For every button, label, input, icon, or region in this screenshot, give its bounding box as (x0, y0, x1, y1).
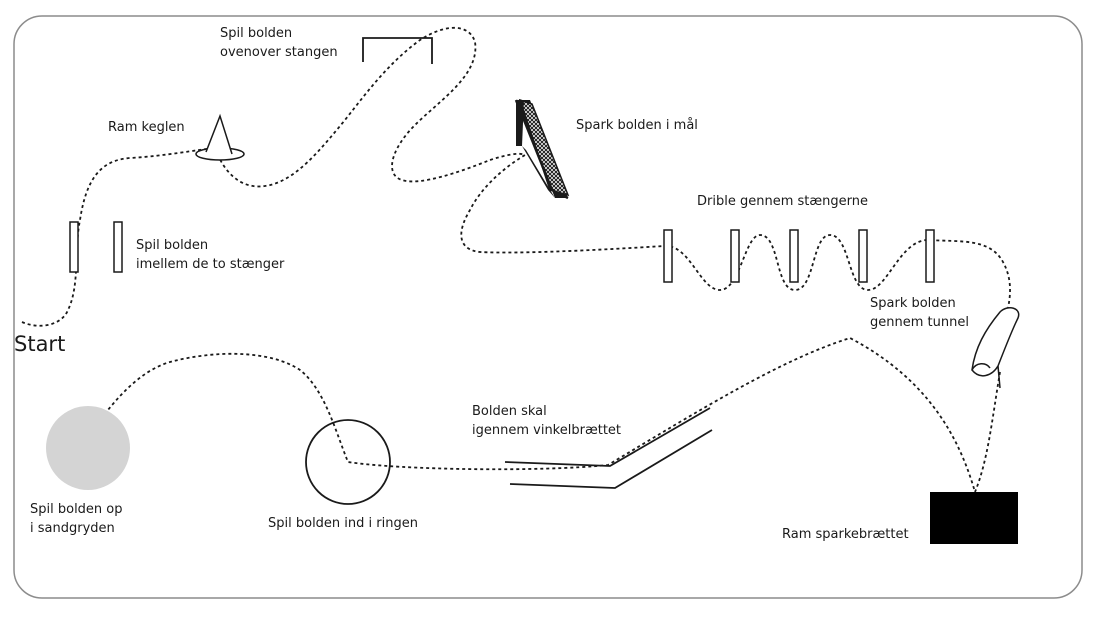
label-dribble: Drible gennem stængerne (697, 194, 868, 209)
goal-net-icon (514, 98, 570, 200)
dribble-poles (663, 229, 935, 283)
kickboard (930, 492, 1018, 544)
label-angle-board-line2: igennem vinkelbrættet (472, 423, 622, 438)
label-goal: Spark bolden i mål (576, 118, 698, 133)
crossbar-hurdle (362, 37, 433, 64)
label-over-bar: Spil bolden ovenover stangen (220, 24, 338, 62)
label-over-bar-line1: Spil bolden (220, 26, 293, 41)
label-two-poles: Spil bolden imellem de to stænger (136, 236, 284, 274)
angle-board (504, 407, 713, 489)
label-kickboard: Ram sparkebrættet (782, 527, 909, 542)
ring-target (305, 419, 391, 505)
label-two-poles-line1: Spil bolden (136, 238, 209, 253)
cone-icon (195, 113, 245, 161)
label-angle-board: Bolden skal igennem vinkelbrættet (472, 402, 621, 440)
pole-right (113, 221, 123, 273)
course-frame (13, 15, 1083, 599)
label-sandpit-line2: i sandgryden (30, 521, 115, 536)
label-two-poles-line2: imellem de to stænger (136, 257, 285, 272)
label-cone: Ram keglen (108, 120, 185, 135)
start-label: Start (14, 332, 66, 356)
label-tunnel: Spark bolden gennem tunnel (870, 294, 969, 332)
label-sandpit: Spil bolden op i sandgryden (30, 500, 123, 538)
sandpit (46, 406, 130, 490)
label-angle-board-line1: Bolden skal (472, 404, 547, 419)
label-sandpit-line1: Spil bolden op (30, 502, 123, 517)
label-ring: Spil bolden ind i ringen (268, 516, 418, 531)
tunnel-icon (971, 307, 1020, 389)
pole-left (69, 221, 79, 273)
label-tunnel-line1: Spark bolden (870, 296, 956, 311)
label-over-bar-line2: ovenover stangen (220, 45, 338, 60)
label-tunnel-line2: gennem tunnel (870, 315, 969, 330)
